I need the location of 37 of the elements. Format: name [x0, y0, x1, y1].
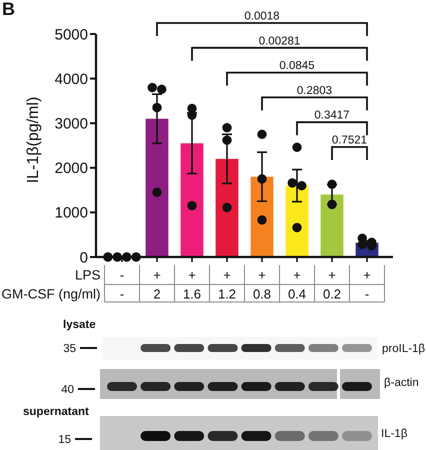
annotation: 0.0845 [279, 60, 315, 72]
x-axis-title: LPS GM-CSF (ng/ml) [2, 268, 100, 302]
text: 15 [58, 434, 71, 446]
text: proIL-1β [382, 343, 426, 355]
x-tick-label: + 0.2 [322, 268, 342, 302]
y-tick-label: 3000 [54, 115, 88, 132]
annotation: 0.7521 [332, 134, 368, 146]
text: β-actin [384, 377, 419, 389]
y-tick-label: 2000 [54, 160, 88, 178]
text: 0.0018 [244, 10, 280, 22]
y-axis-title: IL-1β(pg/ml) [25, 96, 42, 184]
y-tick-label: 4000 [54, 70, 88, 88]
annotation: 0.00281 [258, 35, 300, 48]
bar [180, 143, 204, 257]
text: 35 [63, 343, 76, 355]
bar [146, 118, 168, 257]
bar [320, 194, 344, 257]
bar [250, 176, 274, 257]
y-tick-label: 1000 [54, 204, 88, 222]
y-tick-label: 5000 [54, 26, 88, 44]
x-tick-label: + 1.6 [182, 268, 202, 302]
x-tick-label: - - [120, 268, 124, 302]
text: 40 [61, 384, 74, 396]
y-tick-label: 0 [80, 249, 88, 266]
bar [216, 158, 238, 257]
text: lysate [63, 319, 96, 331]
x-tick-label: + 2 [153, 268, 161, 302]
text: IL-1β [381, 428, 408, 440]
x-tick-label: + 0.4 [288, 268, 306, 302]
x-tick-label: + 1.2 [218, 268, 236, 302]
bar [286, 186, 308, 257]
annotation: 0.3417 [314, 110, 350, 122]
text: supernatant [23, 406, 89, 418]
chart-title: B [2, 0, 15, 19]
x-tick-label: + 0.8 [252, 268, 272, 302]
annotation: 0.2803 [296, 84, 332, 97]
x-tick-label: + - [363, 268, 371, 302]
